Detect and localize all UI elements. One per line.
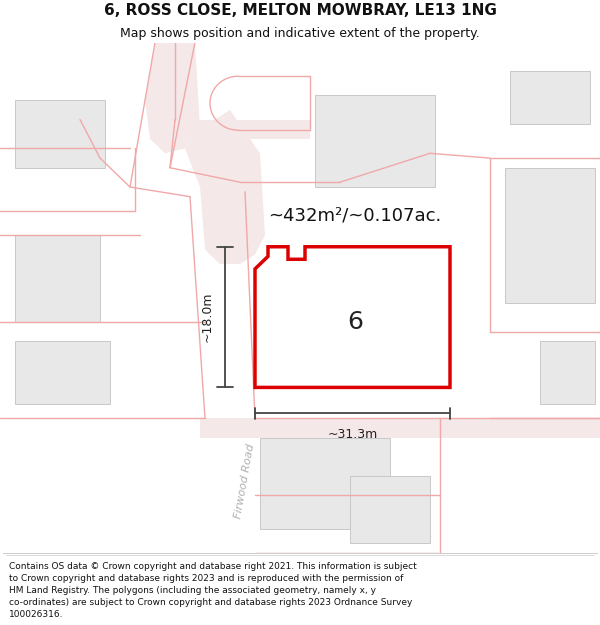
Bar	[540, 341, 595, 404]
Bar	[15, 100, 105, 168]
Text: 6, ROSS CLOSE, MELTON MOWBRAY, LE13 1NG: 6, ROSS CLOSE, MELTON MOWBRAY, LE13 1NG	[104, 3, 496, 18]
Polygon shape	[200, 418, 600, 437]
Text: ~18.0m: ~18.0m	[200, 292, 214, 342]
Text: 6: 6	[347, 310, 363, 334]
Bar	[510, 71, 590, 124]
Bar	[260, 438, 390, 529]
Bar	[15, 235, 100, 322]
Polygon shape	[190, 119, 310, 139]
Bar	[315, 96, 435, 187]
Bar	[350, 476, 430, 544]
Bar	[15, 341, 110, 404]
Text: Contains OS data © Crown copyright and database right 2021. This information is : Contains OS data © Crown copyright and d…	[9, 562, 417, 619]
Polygon shape	[185, 110, 265, 264]
Polygon shape	[255, 247, 450, 388]
Bar	[505, 168, 595, 302]
Polygon shape	[145, 42, 200, 153]
Text: ~31.3m: ~31.3m	[328, 428, 377, 441]
Text: ~432m²/~0.107ac.: ~432m²/~0.107ac.	[268, 207, 441, 225]
Text: Map shows position and indicative extent of the property.: Map shows position and indicative extent…	[120, 27, 480, 39]
Text: Firwood Road: Firwood Road	[233, 442, 257, 519]
